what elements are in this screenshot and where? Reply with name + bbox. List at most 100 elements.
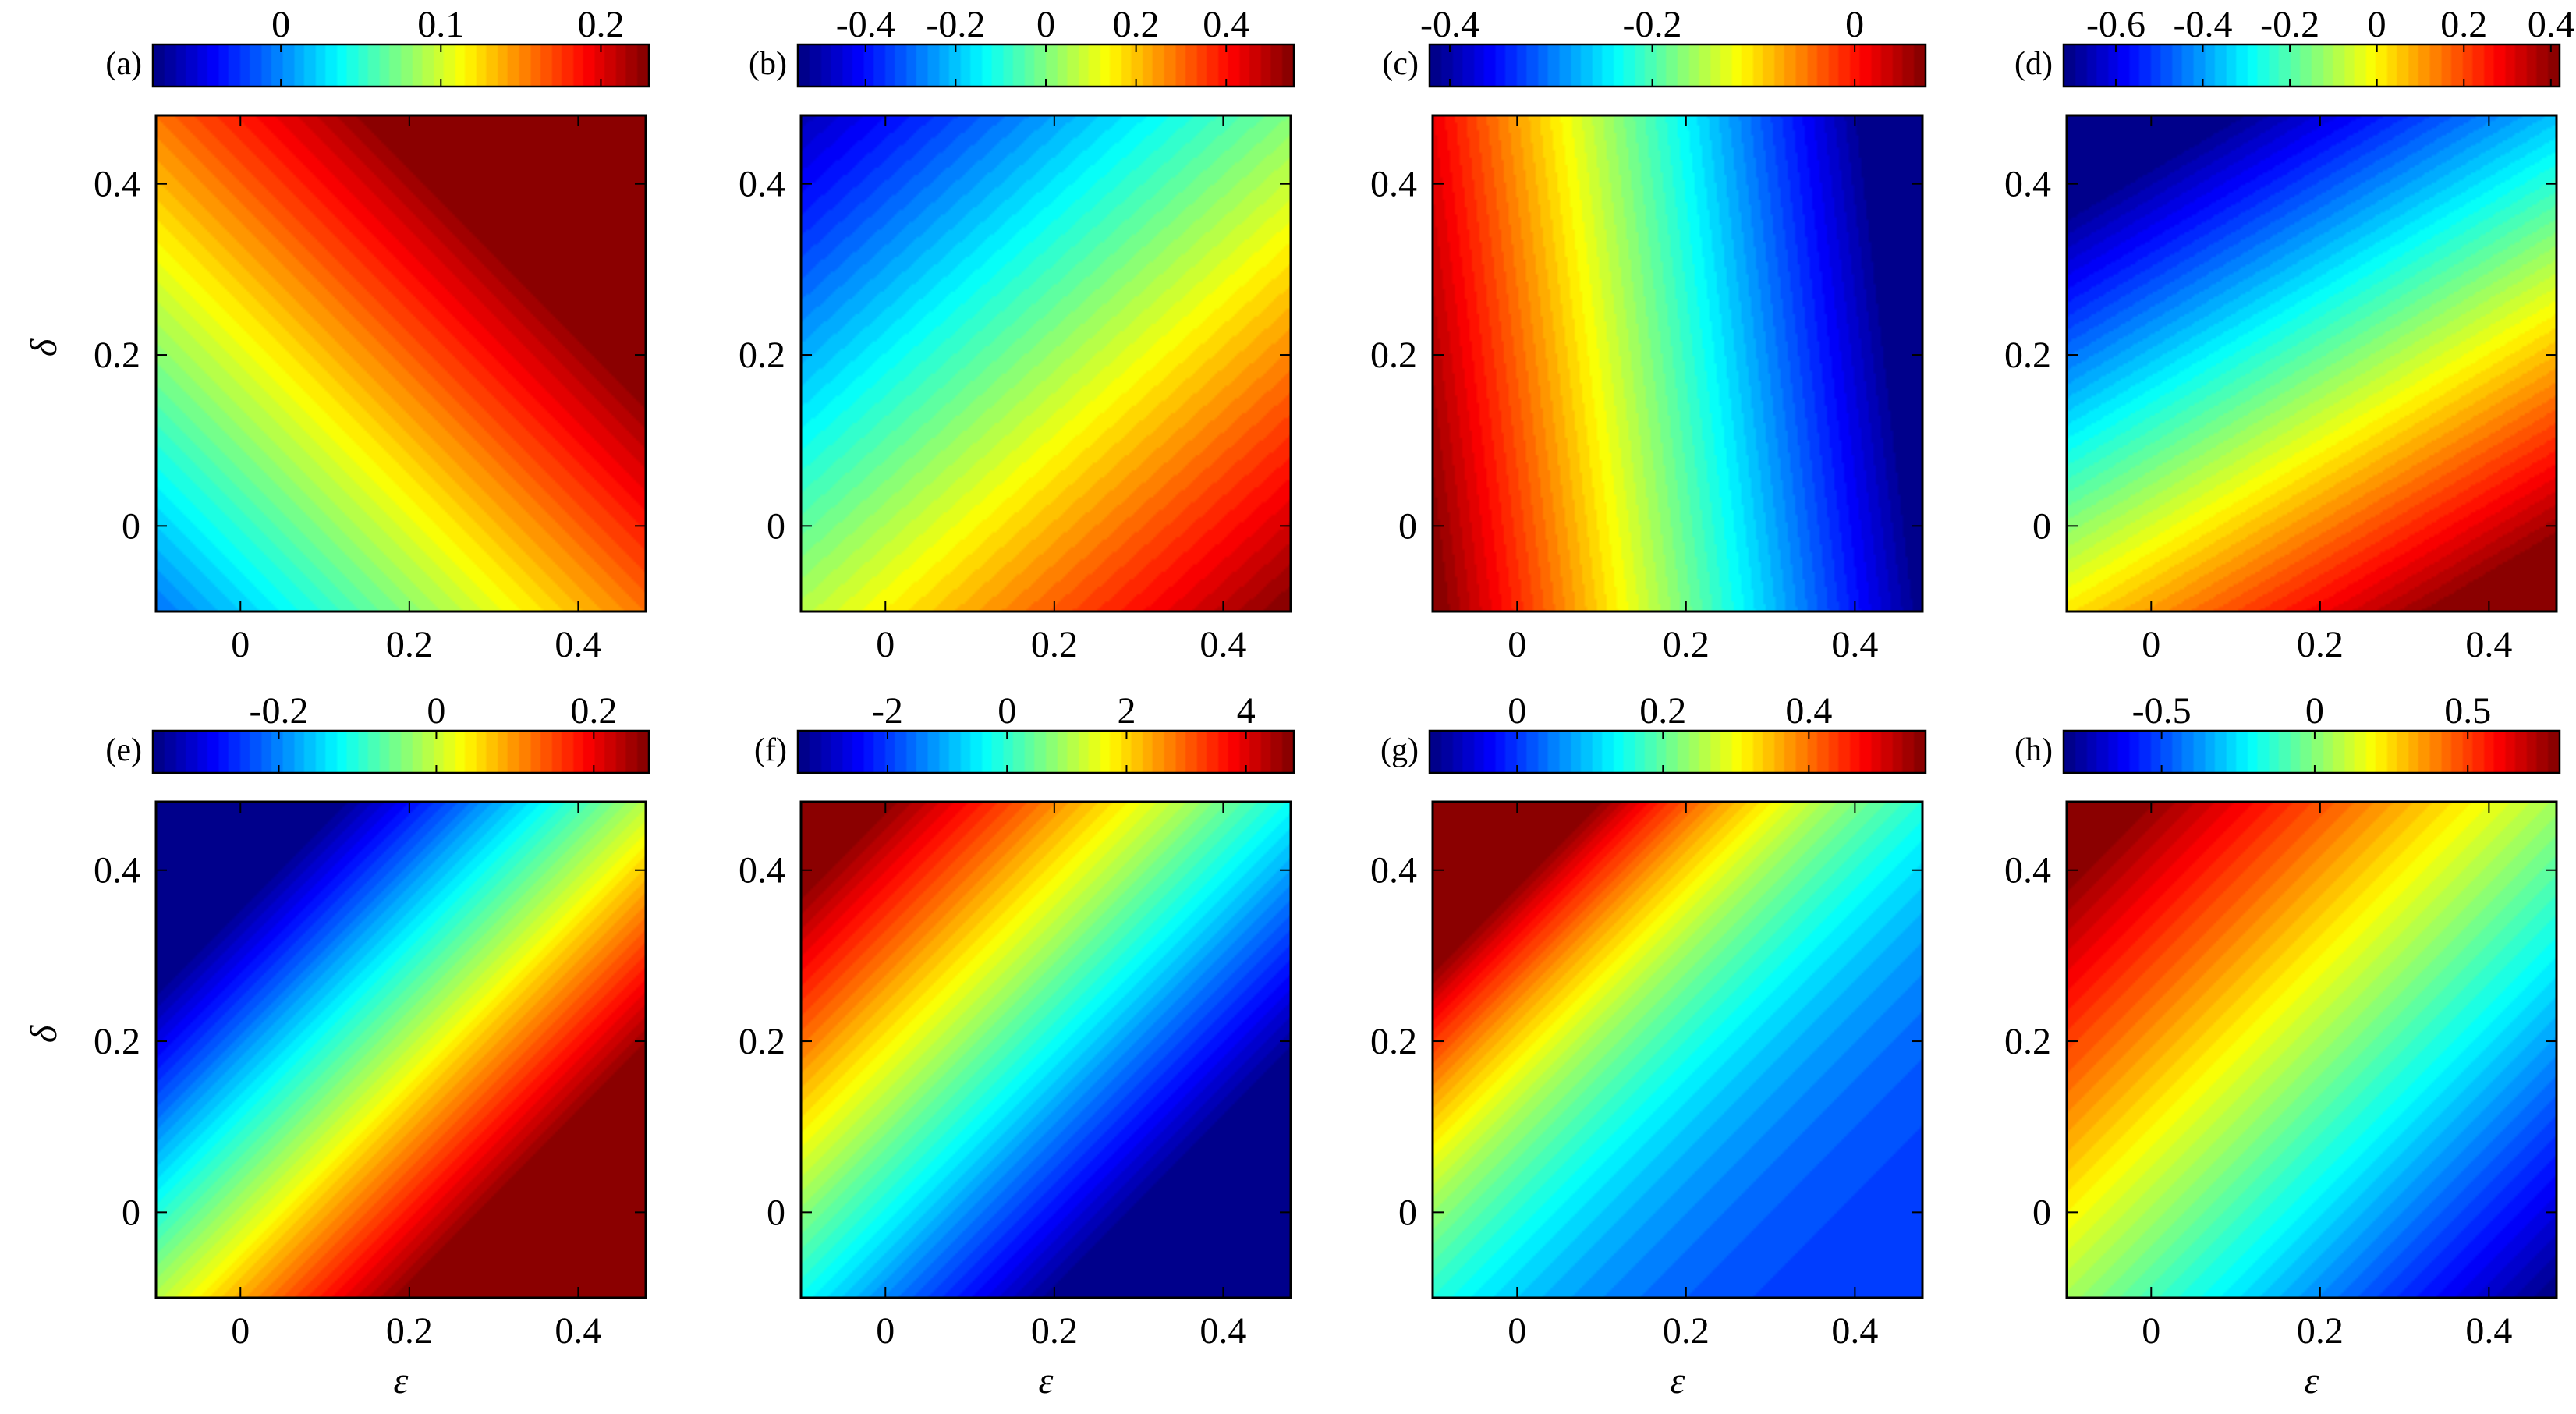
- y-tick-label: 0: [767, 505, 785, 547]
- panel-label: (b): [749, 46, 787, 82]
- x-tick-label: 0.4: [1199, 624, 1246, 665]
- heatmap-image: [2067, 802, 2557, 1298]
- panel-label: (c): [1382, 46, 1419, 82]
- colorbar-tick-label: 0: [1508, 690, 1526, 732]
- y-tick-label: 0.4: [2004, 850, 2051, 891]
- plot-frame: [799, 114, 1292, 613]
- x-tick-label: 0: [2142, 624, 2160, 665]
- colorbar-tick-label: 0.2: [577, 4, 624, 45]
- x-axis-label: ε: [1671, 1360, 1685, 1402]
- y-tick-label: 0.4: [94, 164, 140, 205]
- colorbar-tick-label: 0: [2368, 4, 2386, 45]
- x-tick-label: 0.2: [1663, 1310, 1710, 1352]
- x-tick-label: 0: [231, 624, 250, 665]
- colorbar-tick-label: -0.2: [926, 4, 985, 45]
- y-tick-label: 0.2: [94, 335, 140, 376]
- x-tick-label: 0: [231, 1310, 250, 1352]
- panel-d: 0 0.2 0.4 0 0.2 0.4 -0.6 -0.4 -0.2 0 0.2 0.4 (d): [2004, 4, 2574, 665]
- colorbar-tick-label: 0.4: [1203, 4, 1249, 45]
- panel-label: (a): [105, 46, 142, 82]
- colorbar-frame: [151, 43, 650, 88]
- colorbar-tick-label: 0.2: [570, 690, 617, 732]
- x-tick-label: 0.2: [1663, 624, 1710, 665]
- panel-label: (e): [105, 732, 142, 768]
- x-tick-label: 0.4: [1831, 624, 1878, 665]
- x-tick-label: 0.4: [2465, 1310, 2512, 1352]
- x-tick-label: 0: [2142, 1310, 2160, 1352]
- plot-frame: [1431, 114, 1924, 613]
- x-tick-label: 0.4: [555, 624, 601, 665]
- colorbar-tick-label: 0: [997, 690, 1016, 732]
- colorbar-tick-label: 0.4: [2528, 4, 2574, 45]
- heatmap-image: [156, 802, 646, 1298]
- colorbar-frame: [1428, 43, 1927, 88]
- heatmap-image: [2067, 115, 2557, 611]
- colorbar-frame: [2062, 729, 2561, 774]
- colorbar-tick-label: -0.4: [2174, 4, 2233, 45]
- panel-f: 0 0.2 0.4 0 0.2 0.4 ε -2 0 2 4 (f): [739, 690, 1295, 1402]
- y-tick-label: 0: [1398, 1192, 1417, 1233]
- y-tick-label: 0: [2032, 1192, 2051, 1233]
- y-tick-label: 0: [122, 505, 140, 547]
- panel-label: (h): [2014, 732, 2053, 768]
- x-axis-label: ε: [1039, 1360, 1054, 1402]
- colorbar-tick-label: -0.2: [2260, 4, 2319, 45]
- y-tick-label: 0.4: [739, 850, 785, 891]
- y-tick-label: 0.2: [2004, 335, 2051, 376]
- y-tick-label: 0.2: [1370, 1021, 1417, 1062]
- colorbar-tick-label: 0: [427, 690, 445, 732]
- heatmap-image: [801, 802, 1291, 1298]
- x-tick-label: 0.2: [386, 624, 433, 665]
- colorbar: [798, 731, 1294, 773]
- heatmap-image: [801, 115, 1291, 611]
- x-axis-label: ε: [2305, 1360, 2319, 1402]
- plot-frame: [799, 800, 1292, 1299]
- y-tick-label: 0.2: [1370, 335, 1417, 376]
- colorbar-tick-label: -0.2: [1623, 4, 1682, 45]
- colorbar-tick-label: -0.2: [250, 690, 309, 732]
- colorbar-tick-label: 0.2: [1639, 690, 1686, 732]
- y-tick-label: 0: [767, 1192, 785, 1233]
- x-tick-label: 0.2: [2297, 1310, 2344, 1352]
- y-axis-label: δ: [23, 1025, 65, 1043]
- panel-c: 0 0.2 0.4 0 0.2 0.4 -0.4 -0.2 0 (c): [1370, 4, 1927, 665]
- colorbar: [1430, 44, 1926, 87]
- y-axis-label: δ: [23, 338, 65, 356]
- colorbar-tick-label: -2: [872, 690, 903, 732]
- y-tick-label: 0: [1398, 505, 1417, 547]
- x-tick-label: 0.2: [2297, 624, 2344, 665]
- plot-frame: [154, 114, 647, 613]
- y-tick-label: 0.4: [739, 164, 785, 205]
- colorbar-tick-label: 0.2: [1113, 4, 1160, 45]
- colorbar-tick-label: 0: [1036, 4, 1055, 45]
- x-tick-label: 0: [876, 1310, 895, 1352]
- y-tick-label: 0.4: [94, 850, 140, 891]
- colorbar-tick-label: 0.5: [2444, 690, 2491, 732]
- plot-frame: [2065, 800, 2558, 1299]
- y-tick-label: 0.2: [739, 335, 785, 376]
- colorbar-tick-label: 0.4: [1785, 690, 1832, 732]
- y-tick-label: 0.4: [1370, 850, 1417, 891]
- colorbar-frame: [1428, 729, 1927, 774]
- y-tick-label: 0: [122, 1192, 140, 1233]
- y-tick-label: 0.2: [94, 1021, 140, 1062]
- y-tick-label: 0.2: [739, 1021, 785, 1062]
- x-tick-label: 0: [1508, 1310, 1526, 1352]
- colorbar-frame: [796, 729, 1295, 774]
- plot-frame: [1431, 800, 1924, 1299]
- panel-a: 0 0.2 0.4 0 0.2 0.4 δ 0 0.1 0.2 (a): [23, 4, 650, 665]
- colorbar: [153, 731, 649, 773]
- panel-g: 0 0.2 0.4 0 0.2 0.4 ε 0 0.2 0.4 (g): [1370, 690, 1927, 1402]
- x-tick-label: 0.4: [2465, 624, 2512, 665]
- colorbar: [1430, 731, 1926, 773]
- panel-label: (f): [754, 732, 787, 768]
- colorbar-tick-label: 0.2: [2440, 4, 2487, 45]
- panel-label: (d): [2014, 46, 2053, 82]
- colorbar-tick-label: 0.1: [417, 4, 464, 45]
- x-tick-label: 0.4: [1831, 1310, 1878, 1352]
- colorbar-tick-label: 0: [1845, 4, 1864, 45]
- panel-b: 0 0.2 0.4 0 0.2 0.4 -0.4 -0.2 0 0.2 0.4 (b): [739, 4, 1295, 665]
- x-tick-label: 0.4: [555, 1310, 601, 1352]
- colorbar-tick-label: 0: [271, 4, 290, 45]
